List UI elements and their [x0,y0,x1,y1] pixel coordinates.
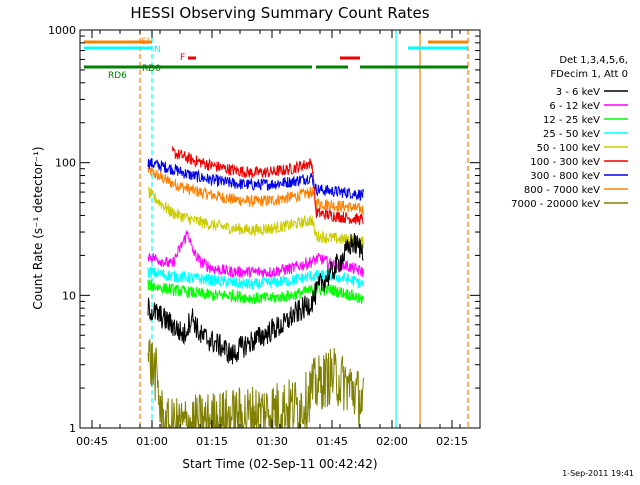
legend-label-6-12-kev: 6 - 12 keV [549,101,600,112]
legend-header: Det 1,3,4,5,6, FDecim 1, Att 0 [550,55,628,80]
x-tick-label-02-00: 02:00 [376,435,408,448]
legend-label-100-300-kev: 100 - 300 keV [530,157,600,168]
plot-area [139,30,469,430]
series-50-100-kev [147,186,364,249]
series-7000-20000-kev [147,338,364,430]
x-tick-label-01-45: 01:45 [316,435,348,448]
series-800-7000-kev [147,164,364,216]
axes: 1 10 100 1000 00:45 01:00 01:15 01:30 01:45 02:00… [48,24,481,448]
legend-header-line-0: Det 1,3,4,5,6, [559,55,628,66]
flag-label-rd0: RD0 [142,64,161,74]
legend-label-50-100-kev: 50 - 100 keV [537,143,601,154]
flag-label-n: N [154,45,161,55]
y-tick-label-10: 10 [62,289,76,302]
x-axis-label: Start Time (02-Sep-11 00:42:42) [182,457,377,471]
legend-label-800-7000-kev: 800 - 7000 keV [524,185,600,196]
legend-label-12-25-kev: 12 - 25 keV [543,115,600,126]
flag-label-si: SI [141,37,149,47]
y-tick-label-1000: 1000 [48,24,76,37]
y-tick-label-1: 1 [69,422,76,435]
series-300-800-kev [147,158,364,202]
x-tick-label-02-15: 02:15 [436,435,468,448]
x-tick-label-01-15: 01:15 [196,435,228,448]
x-tick-label-01-30: 01:30 [256,435,288,448]
chart-title: HESSI Observing Summary Count Rates [130,4,429,22]
flag-bars: SI N F RD0 RD6 [84,37,468,81]
series-6-12-kev [147,229,364,279]
x-tick-label-01-00: 01:00 [136,435,168,448]
series-12-25-kev [147,279,364,305]
legend-label-3-6-kev: 3 - 6 keV [556,87,600,98]
series-100-300-kev [171,146,364,226]
legend-label-25-50-kev: 25 - 50 keV [543,129,600,140]
flag-label-rd6: RD6 [108,71,127,81]
timestamp: 1-Sep-2011 19:41 [562,469,634,478]
legend: 3 - 6 keV 6 - 12 keV 12 - 25 keV 25 - 50 ke… [511,87,628,210]
series-3-6-kev [147,232,364,365]
legend-header-line-1: FDecim 1, Att 0 [550,69,628,80]
y-tick-label-100: 100 [55,157,76,170]
legend-label-300-800-kev: 300 - 800 keV [530,171,600,182]
legend-label-7000-20000-kev: 7000 - 20000 keV [511,199,600,210]
y-axis-label: Count Rate (s⁻¹ detector⁻¹) [31,146,45,309]
x-tick-label-00-45: 00:45 [76,435,108,448]
flag-label-f: F [180,53,185,63]
